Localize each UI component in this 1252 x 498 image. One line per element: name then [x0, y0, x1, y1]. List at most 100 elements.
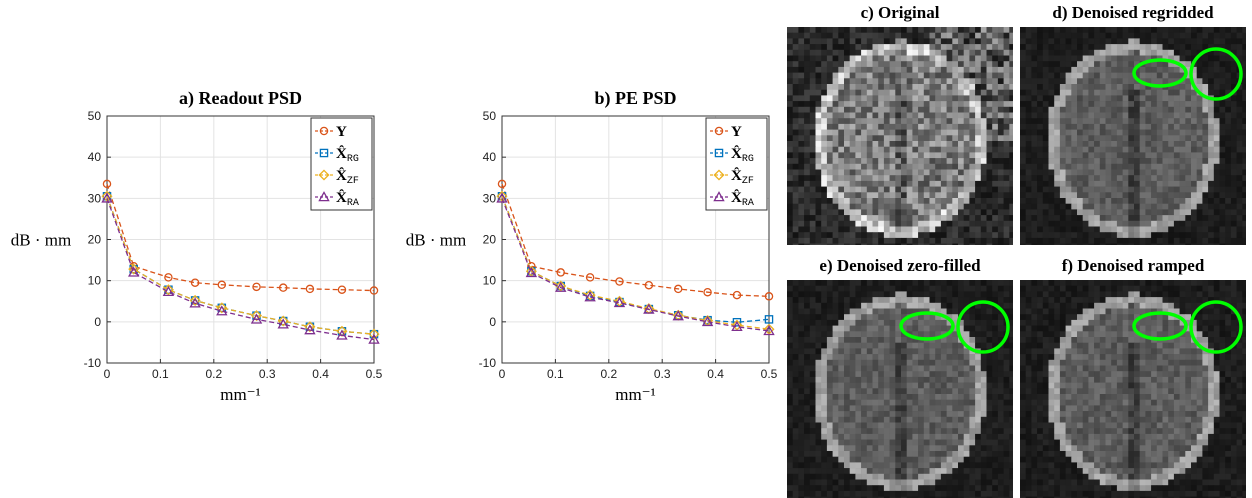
image-pixel: [1099, 135, 1106, 142]
image-pixel: [906, 180, 913, 187]
image-pixel: [787, 84, 793, 90]
image-pixel: [986, 192, 993, 199]
image-pixel: [849, 215, 856, 222]
image-pixel: [1173, 129, 1180, 136]
image-pixel: [1236, 280, 1243, 286]
image-pixel: [935, 123, 942, 130]
image-pixel: [1185, 44, 1192, 51]
image-pixel: [906, 198, 913, 204]
image-pixel: [844, 496, 850, 498]
image-pixel: [1145, 55, 1152, 62]
series-line: [501, 183, 770, 297]
image-pixel: [906, 61, 913, 68]
image-pixel: [1003, 280, 1010, 286]
image-pixel: [1054, 232, 1061, 239]
image-pixel: [792, 422, 799, 429]
image-pixel: [980, 382, 987, 389]
image-pixel: [1037, 32, 1044, 39]
image-pixel: [787, 337, 793, 343]
image-pixel: [1037, 112, 1044, 119]
image-pixel: [1116, 123, 1123, 130]
image-pixel: [1242, 55, 1246, 62]
image-pixel: [844, 44, 850, 51]
image-pixel: [849, 32, 856, 39]
image-pixel: [952, 365, 959, 372]
image-pixel: [889, 490, 896, 497]
image-pixel: [832, 405, 839, 412]
data-point: [102, 179, 112, 189]
image-pixel: [826, 49, 833, 56]
image-pixel: [1191, 66, 1197, 73]
image-pixel: [940, 112, 947, 119]
image-pixel: [1009, 209, 1013, 216]
image-pixel: [1009, 416, 1013, 423]
image-pixel: [1134, 61, 1140, 68]
image-pixel: [1185, 203, 1192, 210]
image-pixel: [986, 152, 993, 159]
image-pixel: [1009, 337, 1013, 343]
image-pixel: [1009, 479, 1013, 486]
image-pixel: [918, 78, 925, 85]
image-pixel: [980, 394, 987, 400]
image-pixel: [866, 55, 873, 62]
image-pixel: [1009, 146, 1013, 153]
image-pixel: [1196, 152, 1203, 159]
image-pixel: [838, 198, 845, 204]
image-pixel: [1168, 175, 1175, 182]
image-pixel: [1162, 101, 1169, 108]
image-pixel: [787, 399, 793, 406]
image-pixel: [792, 118, 799, 125]
image-pixel: [1042, 89, 1049, 96]
image-pixel: [866, 394, 873, 400]
image-pixel: [838, 473, 845, 480]
image-pixel: [1191, 95, 1197, 102]
image-pixel: [906, 302, 913, 309]
image-pixel: [1082, 198, 1089, 204]
image-pixel: [878, 388, 885, 395]
image-pixel: [855, 84, 862, 90]
image-pixel: [889, 359, 896, 366]
image-pixel: [1173, 232, 1180, 239]
image-pixel: [929, 308, 936, 315]
image-pixel: [838, 365, 845, 372]
image-pixel: [940, 468, 947, 475]
image-pixel: [1071, 146, 1078, 153]
image-pixel: [946, 141, 953, 147]
image-pixel: [792, 445, 799, 452]
image-pixel: [963, 198, 970, 204]
image-pixel: [901, 72, 907, 79]
image-pixel: [1003, 485, 1010, 492]
data-point: [764, 315, 774, 324]
image-pixel: [895, 49, 902, 56]
image-pixel: [975, 376, 982, 383]
image-pixel: [861, 468, 868, 475]
image-pixel: [906, 451, 913, 457]
image-pixel: [975, 118, 982, 125]
image-pixel: [895, 66, 902, 73]
image-pixel: [804, 72, 811, 79]
image-pixel: [849, 479, 856, 486]
image-pixel: [997, 297, 1004, 304]
image-pixel: [809, 314, 816, 321]
image-pixel: [958, 32, 964, 39]
image-pixel: [804, 456, 811, 463]
legend-marker: [714, 148, 724, 158]
image-pixel: [866, 61, 873, 68]
image-pixel: [1116, 158, 1123, 165]
image-pixel: [1009, 439, 1013, 446]
image-pixel: [912, 490, 919, 497]
image-pixel: [883, 89, 890, 96]
image-pixel: [912, 243, 919, 245]
image-pixel: [861, 169, 868, 176]
image-pixel: [1219, 118, 1226, 125]
image-pixel: [844, 422, 850, 429]
image-pixel: [1168, 49, 1175, 56]
image-pixel: [923, 451, 930, 457]
image-pixel: [997, 399, 1004, 406]
image-pixel: [1077, 280, 1083, 286]
image-pixel: [929, 359, 936, 366]
image-pixel: [986, 55, 993, 62]
image-pixel: [918, 342, 925, 349]
image-pixel: [1208, 169, 1215, 176]
image-pixel: [1242, 129, 1246, 136]
